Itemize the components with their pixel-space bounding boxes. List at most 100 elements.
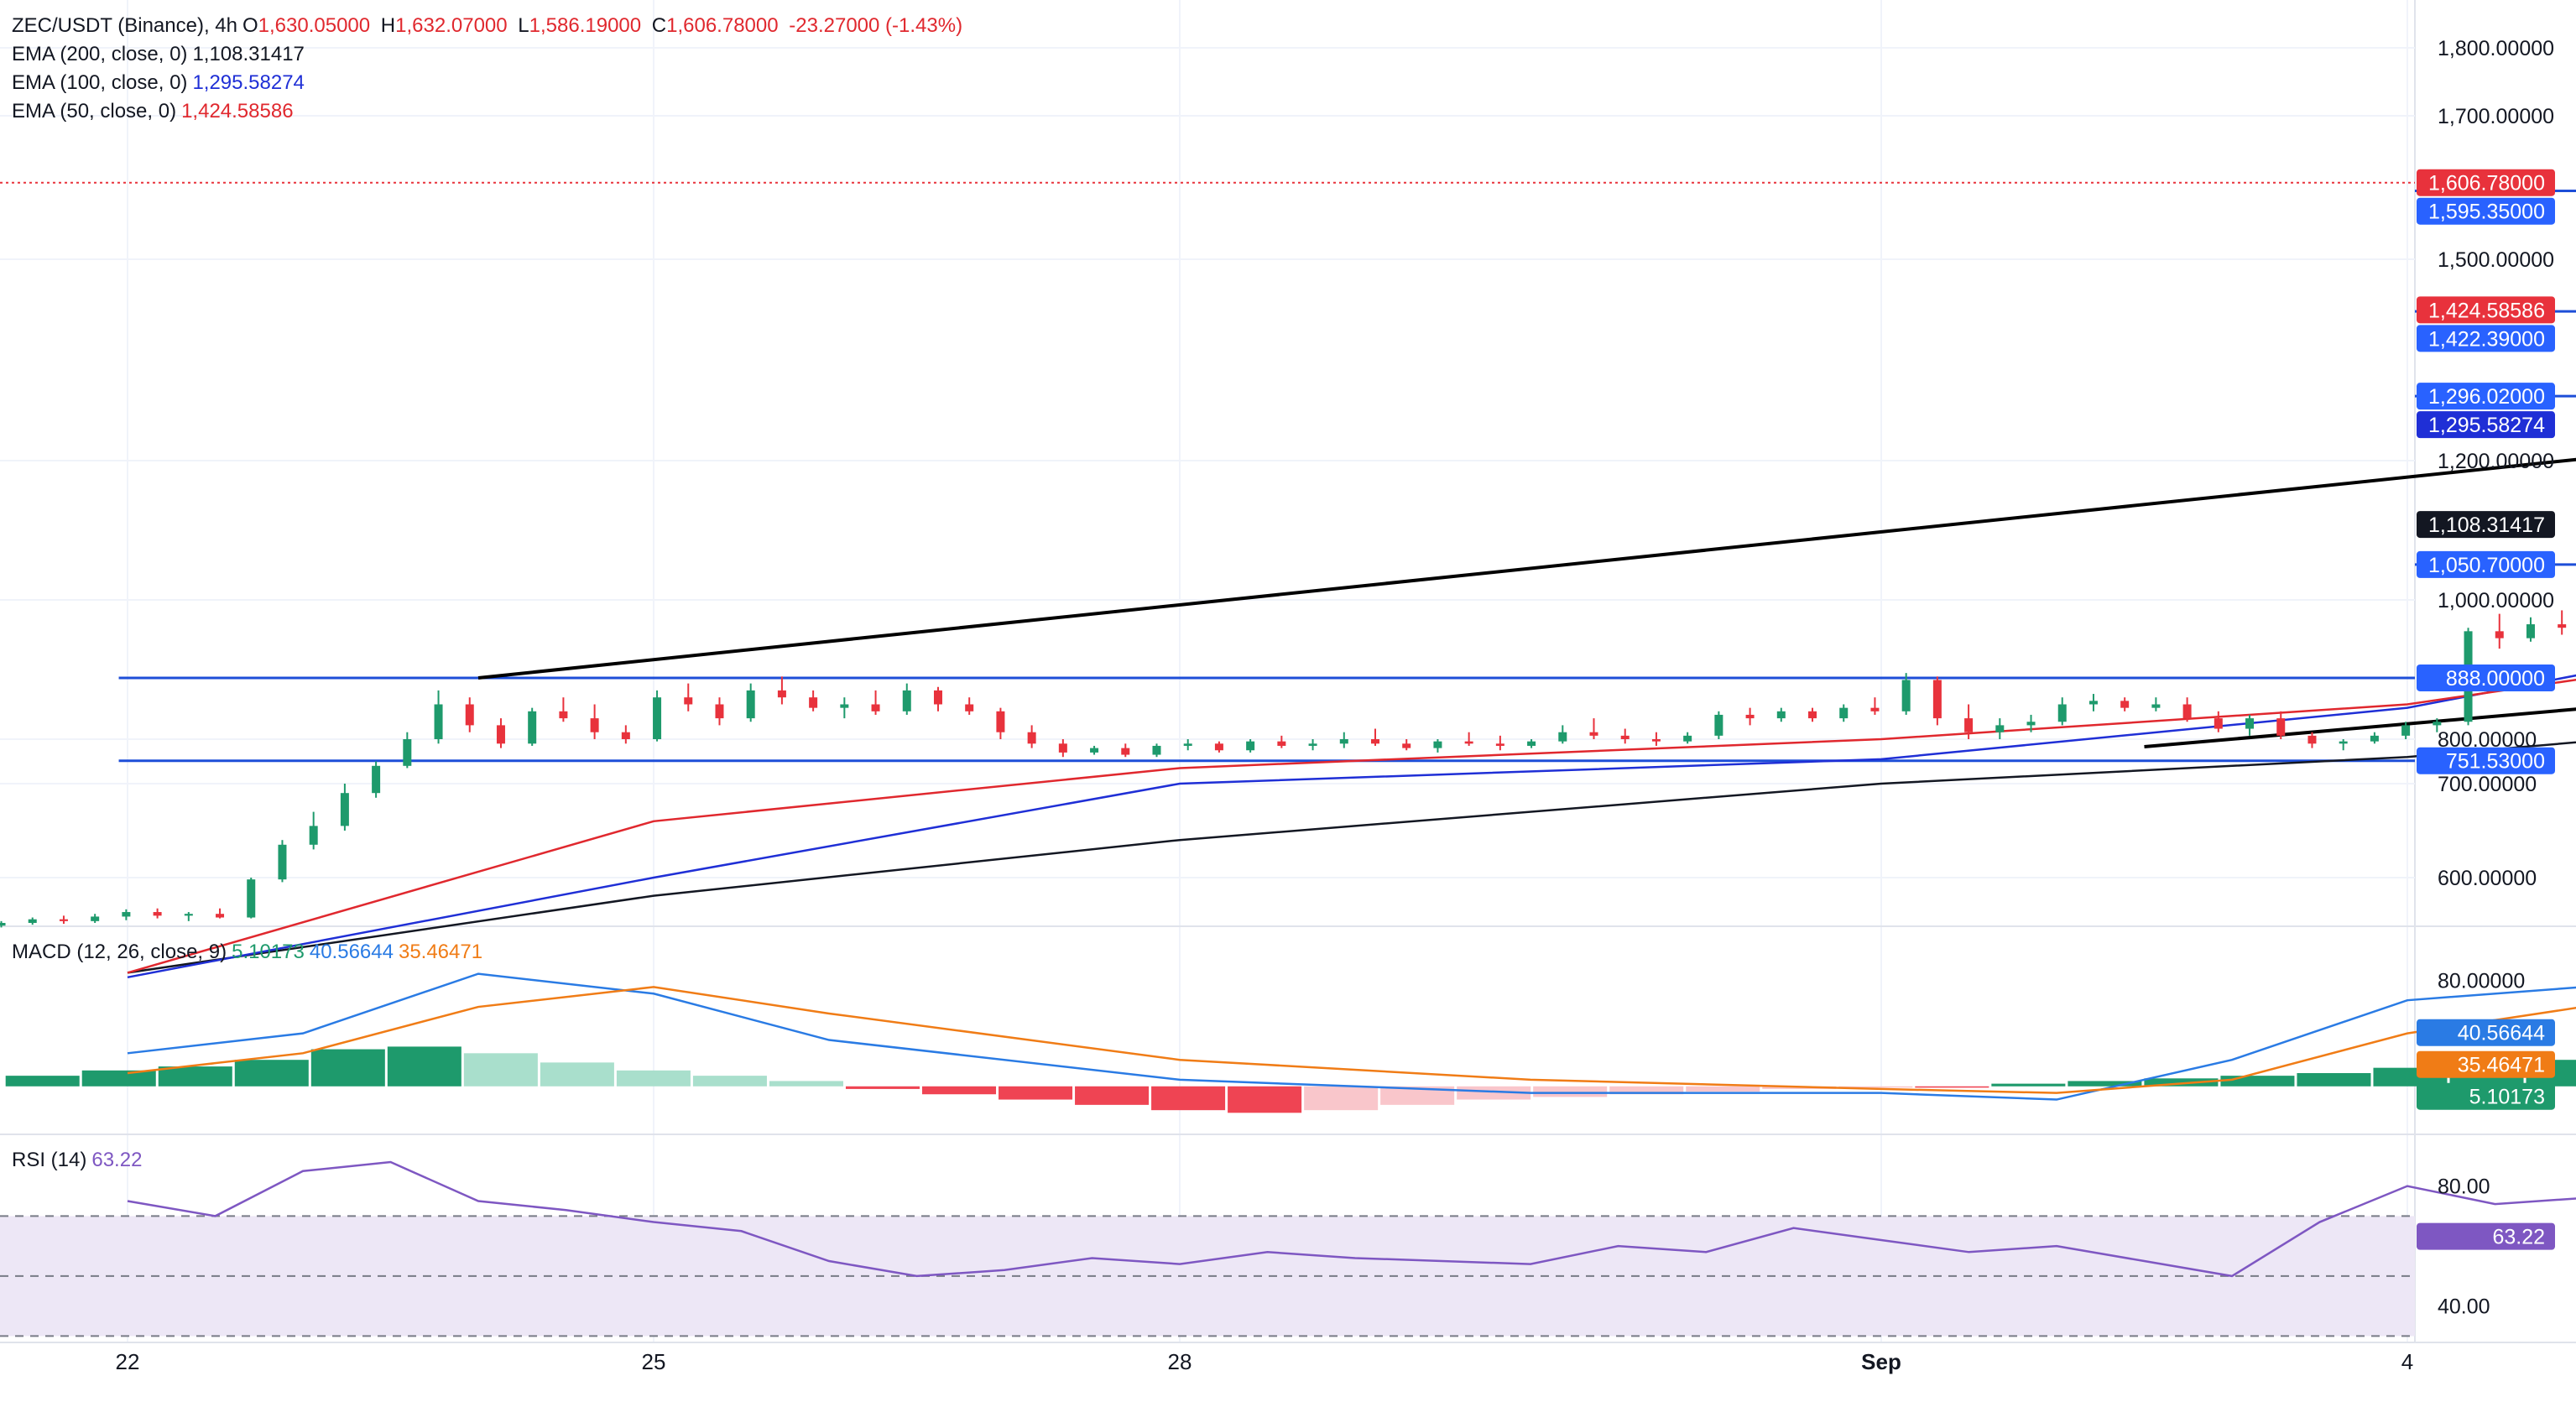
ema200-value: 1,108.31417: [192, 43, 305, 65]
macd-value-label-2: 5.10173: [2417, 1082, 2555, 1110]
price-label-1: 1,595.35000: [2417, 197, 2555, 225]
candle-body: [2214, 718, 2223, 729]
candle-body: [1620, 735, 1630, 739]
candle-body: [2495, 631, 2504, 638]
macd-hist-bar: [310, 1049, 385, 1087]
candle-body: [1246, 741, 1255, 751]
price-label-0-text: 1,606.78000: [2428, 172, 2545, 195]
price-label-8-bg: [2417, 664, 2555, 691]
price-label-5-bg: [2417, 411, 2555, 439]
open-value: 1,630.05000: [258, 14, 371, 37]
macd-panel: [5, 972, 2576, 1113]
macd-hist-bar: [1686, 1086, 1760, 1092]
time-tick-label: 28: [1168, 1349, 1192, 1374]
ema100-line: [127, 674, 2576, 979]
macd-legend[interactable]: MACD (12, 26, close, 9) 5.10173 40.56644 35…: [12, 941, 483, 963]
candle-body: [184, 914, 193, 916]
candle-body: [2370, 735, 2379, 742]
price-label-9-bg: [2417, 747, 2555, 774]
candle-body: [1027, 732, 1036, 744]
symbol-label[interactable]: ZEC/USDT (Binance), 4h: [12, 14, 237, 37]
candle-body: [746, 690, 755, 719]
price-label-8-text: 888.00000: [2446, 667, 2545, 691]
candle-body: [2433, 722, 2442, 726]
rsi-line: [127, 1160, 2576, 1278]
candle-body: [902, 690, 911, 711]
macd-value-label-1-text: 35.46471: [2458, 1054, 2545, 1077]
candle-body: [2120, 701, 2130, 708]
macd-hist-bar: [1838, 1086, 1913, 1088]
ema100-legend[interactable]: EMA (100, close, 0) 1,295.58274: [12, 71, 305, 94]
candle-body: [1527, 741, 1536, 746]
ema100-value: 1,295.58274: [192, 71, 305, 94]
candle-body: [340, 793, 349, 826]
price-label-2-bg: [2417, 296, 2555, 324]
price-label-3-bg: [2417, 325, 2555, 352]
price-label-1-text: 1,595.35000: [2428, 201, 2545, 224]
ohlc-row: ZEC/USDT (Binance), 4h O1,630.05000 H1,63…: [12, 14, 963, 37]
rsi-value: 63.22: [91, 1149, 143, 1171]
candle-body: [1964, 718, 1974, 732]
candle-body: [1683, 735, 1692, 742]
candle-body: [2088, 701, 2098, 705]
candle-body: [91, 916, 100, 921]
candle-body: [2151, 704, 2161, 708]
candle-body: [590, 718, 599, 732]
macd-hist-bar: [1457, 1086, 1531, 1100]
time-tick-label: Sep: [1861, 1349, 1901, 1374]
change-value: -23.27000 (-1.43%): [789, 14, 963, 37]
high-value: 1,632.07000: [395, 14, 508, 37]
horizontal-levels: [0, 181, 2576, 763]
candle-body: [1745, 714, 1755, 719]
candle-body: [465, 704, 474, 726]
candle-body: [1714, 714, 1723, 736]
macd-hist-bar: [2297, 1072, 2371, 1087]
candle-body: [122, 912, 131, 917]
time-tick-label: 4: [2401, 1349, 2413, 1374]
candle-body: [309, 826, 318, 845]
candle-body: [247, 879, 256, 918]
macd-hist-bar: [463, 1053, 538, 1087]
price-label-5: 1,295.58274: [2417, 411, 2555, 439]
rsi-tick-label: 40.00: [2438, 1295, 2490, 1319]
candle-body: [996, 711, 1005, 732]
candle-body: [2245, 718, 2255, 729]
price-label-3-text: 1,422.39000: [2428, 327, 2545, 351]
candle-body: [496, 725, 505, 744]
rsi-value-label: 63.22: [2417, 1222, 2555, 1250]
ema200-legend[interactable]: EMA (200, close, 0) 1,108.31417: [12, 43, 305, 65]
ema200-line: [127, 741, 2576, 974]
price-label-2: 1,424.58586: [2417, 296, 2555, 324]
rsi-legend[interactable]: RSI (14) 63.22: [12, 1149, 143, 1171]
candle-body: [1589, 732, 1598, 736]
candle-body: [278, 844, 287, 880]
macd-hist-bar: [769, 1081, 843, 1087]
price-label-7-bg: [2417, 550, 2555, 578]
macd-hist-bar: [616, 1070, 691, 1087]
macd-hist-bar: [1915, 1086, 1989, 1088]
price-tick-label: 600.00000: [2438, 867, 2537, 890]
macd-hist-bar: [1609, 1086, 1684, 1095]
candle-body: [1433, 741, 1442, 748]
candle-body: [1495, 743, 1504, 746]
macd-hist-bar: [540, 1062, 614, 1087]
close-value: 1,606.78000: [666, 14, 779, 37]
candle-body: [871, 704, 880, 711]
macd-hist-bar: [1075, 1086, 1150, 1105]
price-label-6: 1,108.31417: [2417, 511, 2555, 539]
price-label-4-text: 1,296.02000: [2428, 385, 2545, 409]
candle-body: [1995, 725, 2005, 732]
candle-body: [1932, 680, 1942, 719]
candle-body: [0, 923, 6, 926]
candle-body: [1058, 743, 1067, 753]
macd-hist-bar: [158, 1066, 232, 1087]
price-label-7-text: 1,050.70000: [2428, 554, 2545, 577]
macd-value-label-2-bg: [2417, 1082, 2555, 1110]
price-label-2-text: 1,424.58586: [2428, 299, 2545, 322]
candle-body: [1371, 739, 1380, 744]
rsi-band: [0, 1216, 2415, 1337]
rsi-value-label-text: 63.22: [2492, 1226, 2545, 1249]
candle-body: [840, 704, 849, 708]
ema50-legend[interactable]: EMA (50, close, 0) 1,424.58586: [12, 100, 294, 122]
